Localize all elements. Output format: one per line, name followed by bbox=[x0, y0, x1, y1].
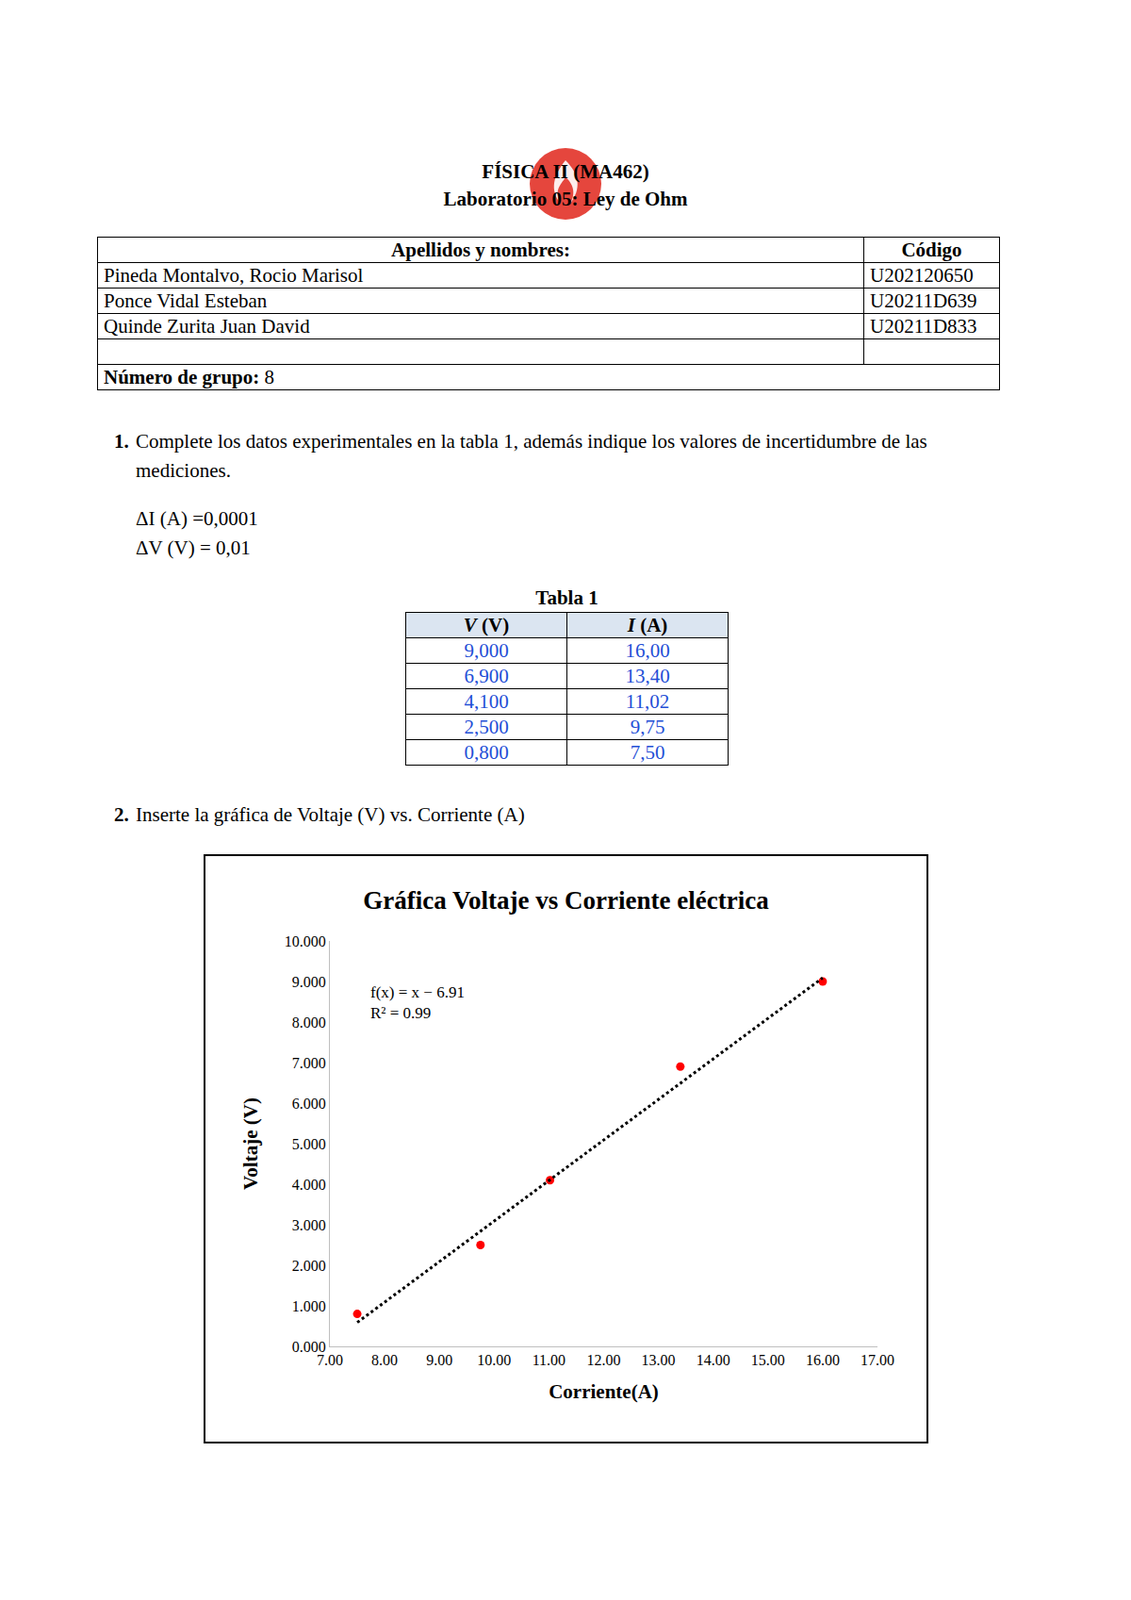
html-text:ΔI (A) =0,0001: ΔI (A) =0,0001 bbox=[135, 507, 259, 530]
html-text:2,500: 2,500 bbox=[464, 715, 509, 738]
svg-text:5.000: 5.000 bbox=[292, 1135, 327, 1152]
svg-text:8.00: 8.00 bbox=[371, 1351, 398, 1368]
svg-text:Voltaje (V): Voltaje (V) bbox=[239, 1097, 263, 1190]
html-text:2. Inserte la gráfica de Volta: 2. Inserte la gráfica de Voltaje (V) vs.… bbox=[114, 803, 525, 826]
svg-text:10.00: 10.00 bbox=[476, 1351, 511, 1368]
html-text:Quinde Zurita Juan David: Quinde Zurita Juan David bbox=[103, 314, 310, 338]
svg-text:12.00: 12.00 bbox=[587, 1351, 622, 1368]
svg-text:16.00: 16.00 bbox=[805, 1351, 840, 1368]
svg-text:8.000: 8.000 bbox=[292, 1014, 327, 1031]
html-text:Número de grupo: 8: Número de grupo: 8 bbox=[103, 365, 275, 389]
svg-text:4.000: 4.000 bbox=[292, 1176, 327, 1193]
svg-text:6.000: 6.000 bbox=[292, 1095, 327, 1112]
svg-text:11.00: 11.00 bbox=[532, 1351, 566, 1368]
html-text:Apellidos y nombres:: Apellidos y nombres: bbox=[391, 238, 571, 262]
html-text:ΔV (V) = 0,01: ΔV (V) = 0,01 bbox=[135, 536, 251, 559]
svg-text:7.00: 7.00 bbox=[316, 1351, 344, 1368]
svg-text:0.000: 0.000 bbox=[292, 1338, 327, 1355]
html-text:Pineda Montalvo, Rocio Marisol: Pineda Montalvo, Rocio Marisol bbox=[103, 263, 364, 287]
html-text:V (V): V (V) bbox=[463, 613, 510, 637]
html-text:Ponce Vidal Esteban: Ponce Vidal Esteban bbox=[103, 289, 268, 312]
svg-text:2.000: 2.000 bbox=[292, 1257, 327, 1274]
html-text:4,100: 4,100 bbox=[464, 689, 509, 713]
html-text:Código: Código bbox=[901, 238, 962, 262]
html-text:FÍSICA II (MA462): FÍSICA II (MA462) bbox=[481, 160, 650, 183]
svg-text:9.00: 9.00 bbox=[426, 1351, 453, 1368]
html-text:U20211D639: U20211D639 bbox=[869, 289, 977, 312]
svg-text:13.00: 13.00 bbox=[641, 1351, 676, 1368]
html-text:U20211D833: U20211D833 bbox=[869, 314, 977, 338]
html-text:16,00: 16,00 bbox=[625, 639, 670, 662]
html-text:Laboratorio 05: Ley de Ohm: Laboratorio 05: Ley de Ohm bbox=[443, 187, 688, 211]
html-text:13,40: 13,40 bbox=[625, 664, 670, 688]
html-text:9,000: 9,000 bbox=[464, 639, 509, 662]
html-text:11,02: 11,02 bbox=[625, 689, 670, 713]
html-text:1. Complete los datos experime: 1. Complete los datos experimentales en … bbox=[114, 429, 928, 482]
html-text:0,800: 0,800 bbox=[464, 740, 509, 764]
html-text:I (A): I (A) bbox=[627, 613, 668, 637]
html-text:6,900: 6,900 bbox=[464, 664, 509, 688]
html-text:9,75: 9,75 bbox=[630, 715, 665, 738]
svg-text:1.000: 1.000 bbox=[292, 1297, 327, 1314]
html-text:Tabla 1: Tabla 1 bbox=[535, 586, 599, 609]
svg-text:9.000: 9.000 bbox=[292, 973, 327, 990]
svg-text:Corriente(A): Corriente(A) bbox=[548, 1379, 659, 1403]
svg-text:f(x) = x − 6.91R² = 0.99: f(x) = x − 6.91R² = 0.99 bbox=[370, 983, 465, 1022]
svg-text:Gráfica Voltaje vs Corriente e: Gráfica Voltaje vs Corriente eléctrica bbox=[362, 885, 770, 915]
svg-text:14.00: 14.00 bbox=[696, 1351, 731, 1368]
svg-text:7.000: 7.000 bbox=[292, 1054, 327, 1071]
html-text:7,50: 7,50 bbox=[630, 740, 665, 764]
svg-text:17.00: 17.00 bbox=[860, 1351, 895, 1368]
svg-text:3.000: 3.000 bbox=[292, 1216, 327, 1233]
svg-text:10.000: 10.000 bbox=[284, 933, 327, 950]
html-text:U202120650: U202120650 bbox=[869, 263, 974, 287]
svg-text:15.00: 15.00 bbox=[751, 1351, 786, 1368]
